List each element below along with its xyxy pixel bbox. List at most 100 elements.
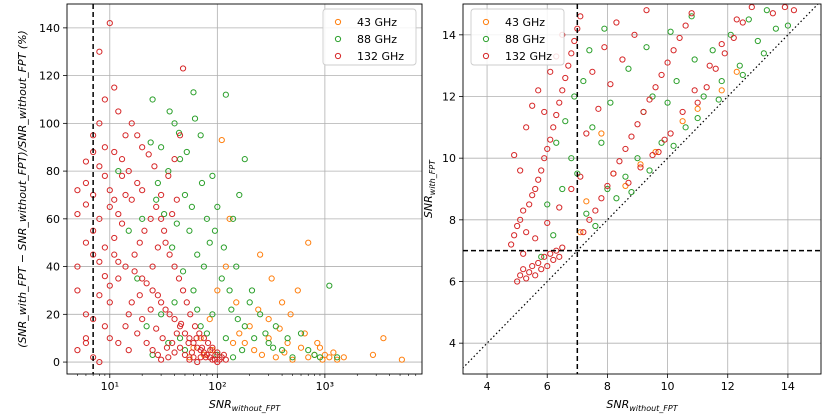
data-point	[321, 351, 328, 359]
data-point	[171, 120, 178, 127]
data-point	[262, 330, 269, 337]
data-point	[131, 251, 138, 258]
data-point	[520, 250, 527, 257]
data-point	[125, 227, 132, 234]
legend-label: 88 GHz	[357, 33, 397, 46]
data-point	[214, 287, 221, 294]
data-point	[197, 323, 204, 330]
data-point	[239, 347, 246, 354]
data-point	[154, 292, 161, 299]
x-axis-label: SNRwithout_FPT	[606, 398, 678, 413]
data-point	[589, 68, 596, 75]
data-point	[622, 173, 629, 180]
data-point	[145, 151, 152, 158]
data-point	[688, 13, 695, 20]
data-point	[218, 136, 225, 144]
data-point	[198, 179, 206, 187]
data-point	[143, 323, 150, 330]
x-tick-label: 10²	[208, 380, 226, 393]
data-point	[311, 351, 318, 359]
data-point	[538, 167, 545, 174]
data-point	[562, 118, 569, 125]
data-point	[258, 351, 266, 359]
data-point	[176, 344, 184, 351]
data-point	[553, 139, 560, 146]
data-point	[175, 275, 183, 282]
data-point	[241, 156, 248, 163]
data-point	[532, 185, 539, 193]
data-point	[646, 167, 653, 174]
data-point	[204, 339, 212, 347]
data-point	[730, 34, 737, 42]
data-point	[218, 275, 225, 282]
data-point	[514, 278, 521, 285]
data-point	[74, 287, 81, 294]
data-point	[118, 220, 126, 227]
data-point	[703, 84, 710, 91]
data-point	[544, 219, 551, 227]
y-tick-label: 80	[46, 165, 60, 178]
data-point	[278, 299, 286, 306]
data-point	[622, 182, 629, 190]
left-scatter-plot: 10¹ 10² 10³ 0 20 40 60 80 100 120 140 SNRwithout_FP…	[16, 3, 423, 413]
data-point	[151, 163, 158, 170]
data-point	[580, 77, 587, 85]
data-point	[646, 96, 653, 103]
data-point	[200, 263, 208, 270]
data-point	[181, 191, 189, 199]
data-point	[82, 201, 90, 208]
data-point	[158, 215, 165, 222]
data-point	[154, 244, 161, 251]
data-point	[96, 163, 103, 170]
data-point	[233, 263, 240, 270]
data-point	[772, 25, 779, 32]
data-point	[118, 172, 126, 179]
data-point	[162, 306, 169, 313]
data-point	[532, 235, 539, 242]
data-point	[763, 7, 770, 14]
data-point	[166, 108, 173, 115]
data-point	[234, 315, 241, 323]
legend-marker	[334, 52, 342, 60]
data-point	[556, 99, 563, 106]
data-point	[297, 344, 305, 351]
data-point	[667, 28, 674, 35]
data-point	[547, 136, 554, 143]
data-point	[246, 299, 253, 306]
data-point	[637, 161, 644, 168]
data-point	[74, 210, 81, 218]
data-point	[369, 351, 377, 359]
data-point	[143, 339, 150, 347]
right-scatter-plot: 4 6 8 10 12 14 4 6 8 10 12 14 SNRwithout_FPT SNRwith_…	[422, 3, 822, 413]
data-point	[272, 354, 279, 361]
data-point	[122, 263, 129, 270]
x-tick-label: 10	[661, 380, 675, 393]
data-point	[128, 120, 135, 127]
data-point	[106, 335, 113, 342]
data-point	[550, 232, 557, 239]
data-point	[547, 68, 554, 75]
data-point	[183, 299, 190, 306]
data-point	[658, 71, 665, 79]
data-point	[179, 287, 187, 294]
data-point	[340, 354, 347, 361]
data-point	[214, 203, 221, 211]
data-point	[532, 272, 539, 279]
legend-marker	[334, 35, 342, 43]
data-point	[517, 216, 524, 223]
data-point	[634, 155, 641, 162]
data-point	[176, 132, 184, 139]
data-point	[128, 299, 135, 306]
data-point	[289, 354, 296, 361]
data-point	[149, 347, 156, 354]
y-tick-label: 40	[46, 261, 60, 274]
data-point	[784, 22, 792, 29]
legend-marker	[482, 52, 490, 60]
data-point	[136, 239, 143, 246]
data-point	[316, 344, 324, 351]
data-point	[739, 19, 746, 26]
data-point	[101, 273, 108, 280]
y-tick-label: 0	[53, 356, 60, 369]
y-tick-label: 14	[442, 29, 456, 42]
data-point	[739, 71, 746, 79]
